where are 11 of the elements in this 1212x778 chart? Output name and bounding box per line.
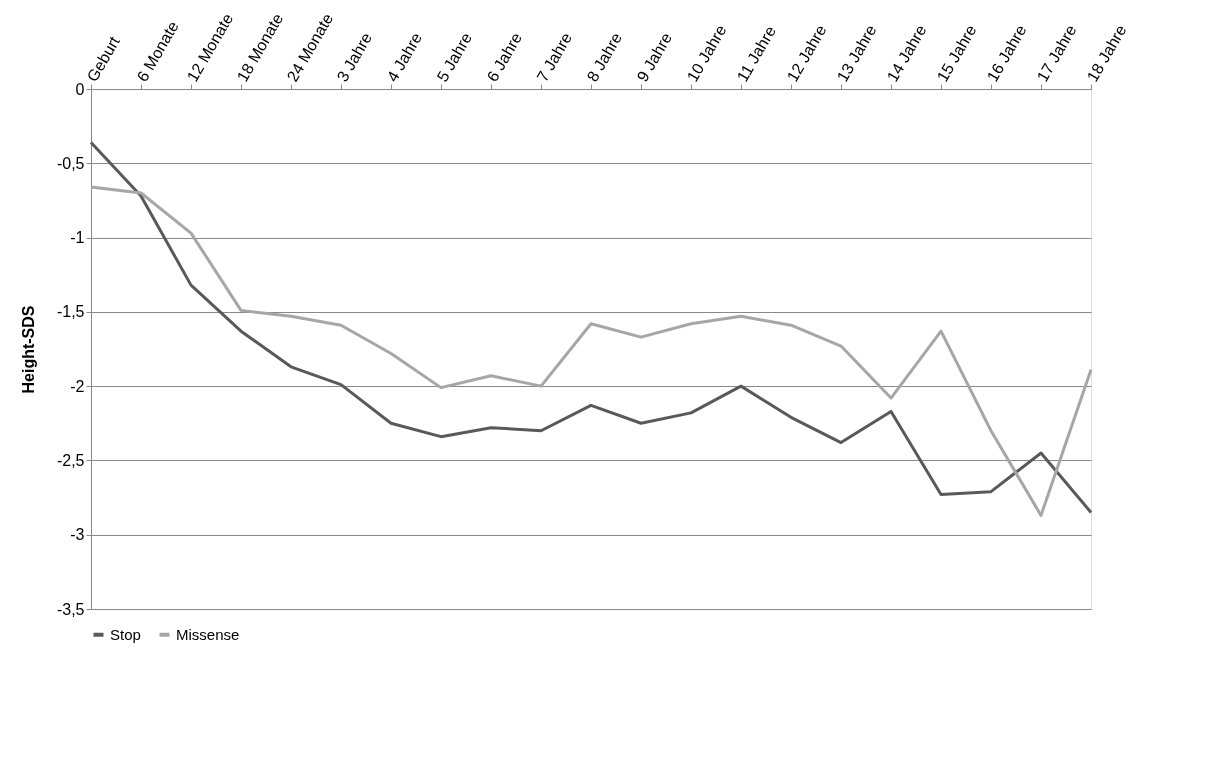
y-tick-label: -1,5 — [56, 303, 85, 321]
legend-label: Stop — [110, 625, 141, 643]
y-tick-label: -0,5 — [56, 154, 85, 172]
y-tick-label: -3 — [70, 526, 85, 544]
y-tick-label: -3,5 — [56, 600, 85, 618]
y-tick-label: -1 — [70, 229, 85, 247]
y-tick-label: -2,5 — [56, 451, 85, 469]
y-axis-title: Height-SDS — [19, 305, 37, 394]
y-tick-label: 0 — [75, 80, 85, 98]
legend-label: Missense — [176, 625, 240, 643]
y-tick-label: -2 — [70, 377, 85, 395]
